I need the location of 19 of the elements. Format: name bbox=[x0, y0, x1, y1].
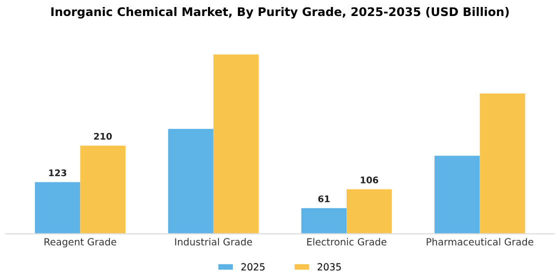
x-tick-label: Industrial Grade bbox=[175, 238, 252, 246]
data-label: 210 bbox=[94, 132, 112, 140]
bar bbox=[213, 54, 259, 234]
data-label: 61 bbox=[318, 195, 330, 202]
chart-title: Inorganic Chemical Market, By Purity Grade, 2025-2035 (USD Billion) bbox=[51, 7, 509, 19]
bar bbox=[301, 208, 347, 234]
bar bbox=[34, 182, 80, 234]
bar bbox=[346, 189, 392, 234]
bar bbox=[480, 94, 526, 234]
bar bbox=[80, 146, 126, 234]
bar bbox=[434, 156, 480, 234]
x-tick-label: Reagent Grade bbox=[44, 238, 116, 248]
x-tick-label: Pharmaceutical Grade bbox=[426, 238, 534, 246]
legend-label: 2035 bbox=[318, 263, 341, 271]
bar bbox=[168, 128, 214, 234]
data-label: 106 bbox=[360, 176, 378, 184]
data-label: 123 bbox=[49, 169, 66, 176]
x-tick-label: Electronic Grade bbox=[307, 238, 386, 246]
legend-label: 2025 bbox=[241, 263, 265, 271]
